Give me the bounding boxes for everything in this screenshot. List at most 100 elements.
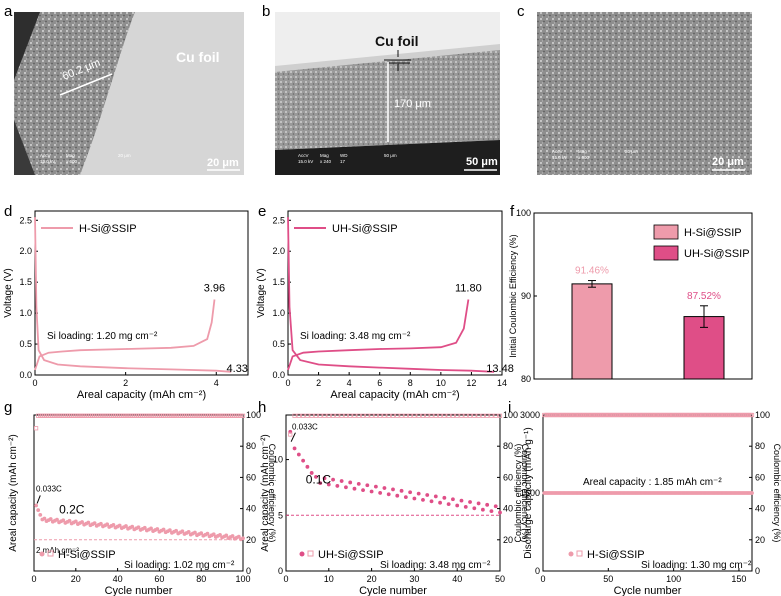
capacity-point-h-15 bbox=[348, 480, 353, 485]
voltage-curve-d-discharge bbox=[34, 217, 232, 373]
ce-point-h-41 bbox=[459, 413, 464, 418]
ce-point-h-39 bbox=[450, 413, 456, 418]
plot-frame-e bbox=[287, 210, 503, 376]
ce-point-h-17 bbox=[356, 413, 361, 418]
meta-b-6: 50 μm bbox=[384, 153, 397, 158]
ce-point-h-4 bbox=[301, 413, 306, 418]
bar-H-Si@SSIP bbox=[571, 283, 613, 380]
capacity-point-h-42 bbox=[463, 505, 468, 509]
y-axis-label-i: Discharge capacity (mAh g⁻¹) bbox=[523, 427, 534, 558]
legend-square-i bbox=[576, 550, 583, 557]
capacity-point-h-7 bbox=[314, 474, 318, 479]
y-tick-label-d-1: 0.5 bbox=[19, 339, 32, 349]
scale-label-a: 20 μm bbox=[207, 157, 239, 169]
ce-point-h-22 bbox=[378, 413, 383, 418]
ce-point-h-30 bbox=[412, 413, 417, 418]
capacity-point-h-32 bbox=[421, 498, 425, 502]
capacity-point-h-14 bbox=[344, 485, 348, 490]
ce-point-h-47 bbox=[485, 413, 490, 418]
capacity-point-h-18 bbox=[361, 488, 365, 493]
rate-arrow-g bbox=[36, 495, 41, 504]
capacity-point-g-5 bbox=[42, 516, 47, 521]
capacity-point-g-47 bbox=[130, 524, 135, 529]
ce-point-h-50 bbox=[497, 413, 503, 418]
y-axis-label-h: Areal capacity (mAh cm⁻²) bbox=[260, 434, 271, 552]
ce-point-h-23 bbox=[382, 413, 387, 418]
ce-point-h-31 bbox=[416, 413, 421, 418]
y2-tick-label-h-2: 60 bbox=[503, 472, 513, 482]
ce-point-h-21 bbox=[373, 413, 378, 418]
x-tick-label-g-5: 100 bbox=[235, 574, 250, 584]
capacity-point-h-13 bbox=[339, 479, 344, 483]
x-axis-label-g: Cycle number bbox=[105, 585, 173, 596]
panel-letter-b: b bbox=[262, 3, 270, 20]
ce-point-h-35 bbox=[433, 413, 438, 418]
legend-label-e: UH-Si@SSIP bbox=[332, 223, 398, 235]
ce-point-i-160 bbox=[749, 412, 755, 418]
capacity-point-g-29 bbox=[92, 521, 97, 526]
sem-image-c: 20 μm AccV Mag 15.0 kV x 600 20 μm bbox=[537, 12, 752, 175]
ce-point-h-11 bbox=[330, 413, 336, 418]
x-tick-label-d-1: 2 bbox=[123, 378, 128, 388]
ce-point-h-7 bbox=[313, 413, 319, 418]
loading-annotation-e: Si loading: 3.48 mg cm⁻² bbox=[300, 331, 411, 342]
ce-point-h-10 bbox=[326, 413, 331, 418]
x-tick-label-h-4: 40 bbox=[452, 574, 462, 584]
loading-annotation-d: Si loading: 1.20 mg cm⁻² bbox=[47, 331, 158, 342]
y2-tick-label-i-1: 20 bbox=[755, 535, 765, 545]
capacity-point-h-20 bbox=[369, 489, 374, 494]
capacity-point-h-3 bbox=[296, 452, 301, 457]
charge-capacity-label-e: 11.80 bbox=[455, 282, 482, 294]
capacity-point-g-92 bbox=[224, 533, 229, 538]
x-tick-label-i-1: 50 bbox=[603, 574, 613, 584]
capacity-point-h-45 bbox=[476, 501, 481, 506]
capacity-point-h-9 bbox=[322, 476, 327, 481]
capacity-point-g-80 bbox=[199, 531, 204, 535]
y-axis-label-d: Voltage (V) bbox=[3, 268, 14, 317]
meta-b-4: x 240 bbox=[320, 159, 332, 164]
capacity-point-g-89 bbox=[218, 532, 222, 537]
ce-point-h-12 bbox=[335, 413, 340, 418]
capacity-point-g-68 bbox=[174, 528, 179, 533]
y-tick-label-f-1: 90 bbox=[521, 291, 531, 301]
x-tick-label-e-6: 12 bbox=[466, 378, 476, 388]
ce-point-h-13 bbox=[339, 413, 344, 418]
capacity-point-g-100 bbox=[241, 536, 245, 541]
x-axis-label-e: Areal capacity (mAh cm⁻²) bbox=[330, 389, 459, 401]
meta-c-3: x 600 bbox=[578, 155, 590, 160]
discharge-capacity-label-d: 4.33 bbox=[227, 363, 248, 375]
panel-letter-f: f bbox=[510, 203, 515, 220]
x-tick-label-d-2: 4 bbox=[214, 378, 219, 388]
panel-letter-a: a bbox=[4, 3, 13, 20]
ce-point-h-5 bbox=[305, 413, 310, 418]
x-tick-label-h-0: 0 bbox=[283, 574, 288, 584]
capacity-point-h-30 bbox=[412, 496, 417, 501]
capacity-point-h-23 bbox=[382, 486, 387, 490]
ce-point-h-25 bbox=[390, 413, 396, 418]
ce-point-h-43 bbox=[467, 413, 473, 418]
capacity-point-g-32 bbox=[98, 521, 103, 526]
x-tick-label-e-2: 4 bbox=[347, 378, 352, 388]
ce-point-h-37 bbox=[442, 413, 447, 418]
y-tick-label-f-2: 100 bbox=[516, 208, 531, 218]
ce-point-h-45 bbox=[476, 413, 481, 418]
rate-label-h-0: 0.033C bbox=[292, 423, 318, 432]
capacity-point-g-3 bbox=[38, 512, 43, 517]
y2-tick-label-i-0: 0 bbox=[755, 566, 760, 576]
y-tick-label-h-0: 0 bbox=[278, 566, 283, 576]
ce-point-h-3 bbox=[296, 413, 301, 418]
capacity-point-h-37 bbox=[442, 495, 447, 500]
rate-label-g-0: 0.033C bbox=[36, 484, 62, 493]
capacity-point-g-65 bbox=[167, 528, 172, 533]
loading-annotation-i: Si loading: 1.30 mg cm⁻² bbox=[641, 560, 752, 571]
capacity-point-h-41 bbox=[459, 498, 464, 503]
ce-point-h-6 bbox=[309, 413, 314, 418]
meta-c-2: 15.0 kV bbox=[552, 155, 567, 160]
ce-point-h-29 bbox=[408, 413, 413, 418]
meta-a-1: Mag bbox=[66, 153, 75, 158]
ce-point-h-49 bbox=[493, 413, 498, 418]
capacity-point-h-16 bbox=[352, 486, 357, 491]
ce-point-h-20 bbox=[369, 413, 374, 418]
plot-frame-h bbox=[285, 414, 501, 572]
x-tick-label-e-4: 8 bbox=[408, 378, 413, 388]
